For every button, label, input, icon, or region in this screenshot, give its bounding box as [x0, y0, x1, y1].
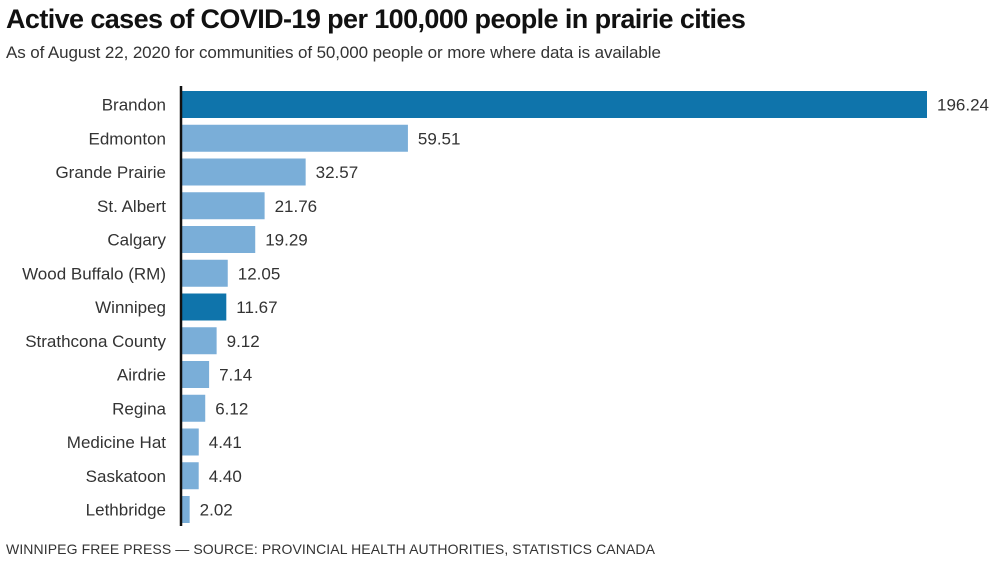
bar-lethbridge — [182, 496, 190, 523]
value-label: 2.02 — [200, 501, 233, 520]
category-label: Calgary — [107, 231, 166, 250]
category-label: Winnipeg — [95, 298, 166, 317]
category-label: Medicine Hat — [67, 433, 166, 452]
category-label: St. Albert — [97, 197, 166, 216]
bar-brandon — [182, 91, 927, 118]
chart-subtitle: As of August 22, 2020 for communities of… — [6, 43, 661, 62]
category-label: Edmonton — [89, 129, 167, 148]
value-label: 11.67 — [236, 298, 277, 317]
bar-saskatoon — [182, 462, 199, 490]
category-label: Brandon — [102, 96, 166, 115]
value-label: 12.05 — [238, 264, 281, 283]
bar-grande-prairie — [182, 158, 306, 186]
category-label: Saskatoon — [86, 467, 166, 486]
value-labels: 196.24 59.51 32.57 21.76 19.29 12.05 11.67 9.12… — [200, 96, 989, 520]
value-label: 9.12 — [227, 332, 260, 351]
bar-airdrie — [182, 361, 210, 388]
value-label: 59.51 — [418, 129, 461, 148]
bar-wood-buffalo-rm — [182, 259, 228, 287]
category-label: Wood Buffalo (RM) — [22, 264, 166, 283]
value-label: 7.14 — [219, 366, 252, 385]
bar-edmonton — [182, 124, 408, 152]
category-label: Strathcona County — [25, 332, 166, 351]
source-credit: WINNIPEG FREE PRESS — SOURCE: PROVINCIAL… — [6, 541, 656, 557]
bar-regina — [182, 394, 206, 422]
value-label: 19.29 — [265, 231, 308, 250]
category-label: Airdrie — [117, 366, 166, 385]
value-label: 4.40 — [209, 467, 242, 486]
value-label: 4.41 — [209, 433, 242, 452]
bar-winnipeg — [182, 293, 227, 321]
bar-strathcona-county — [182, 327, 217, 355]
value-label: 6.12 — [215, 399, 248, 418]
chart-title: Active cases of COVID-19 per 100,000 peo… — [6, 4, 746, 34]
bar-calgary — [182, 226, 256, 253]
bar-st-albert — [182, 192, 265, 220]
category-label: Regina — [112, 399, 166, 418]
category-labels: Brandon Edmonton Grande Prairie St. Albert C… — [22, 96, 166, 520]
value-label: 196.24 — [937, 96, 989, 115]
bar-medicine-hat — [182, 428, 199, 456]
value-label: 32.57 — [316, 163, 359, 182]
bars-group — [182, 91, 927, 523]
value-label: 21.76 — [275, 197, 318, 216]
category-label: Lethbridge — [86, 501, 166, 520]
category-label: Grande Prairie — [55, 163, 166, 182]
